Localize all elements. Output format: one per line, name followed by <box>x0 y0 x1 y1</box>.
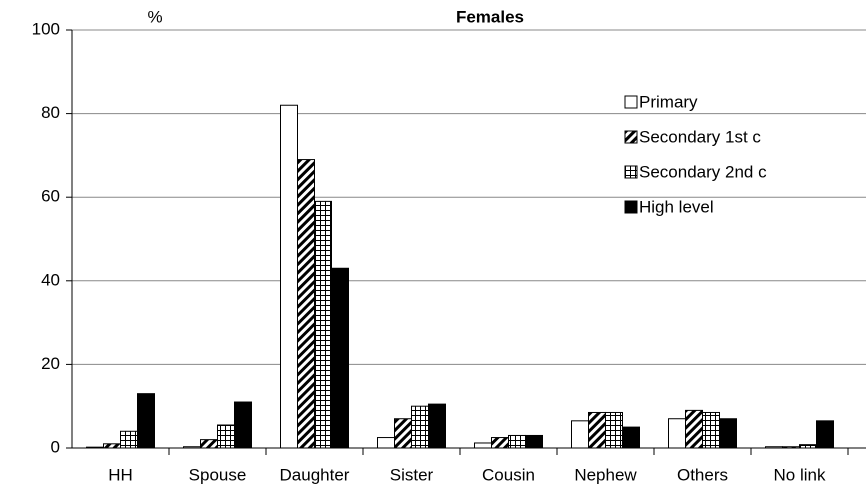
bar <box>183 446 201 449</box>
bar <box>103 443 121 449</box>
y-tick-label: 0 <box>51 437 60 456</box>
chart-title: Females <box>456 7 524 26</box>
x-tick-label: Daughter <box>280 465 350 484</box>
legend-label: Secondary 2nd c <box>639 162 767 181</box>
bar <box>702 411 720 449</box>
bar <box>377 437 395 449</box>
x-tick-label: Others <box>677 465 728 484</box>
legend-label: Primary <box>639 92 698 111</box>
y-tick-label: 80 <box>41 103 60 122</box>
bar <box>86 446 104 449</box>
bar <box>491 437 509 449</box>
bar <box>137 393 155 449</box>
bar <box>411 405 429 449</box>
bar <box>668 418 686 449</box>
y-tick-label: 60 <box>41 187 60 206</box>
legend-swatch <box>624 165 638 179</box>
x-tick-label: Sister <box>390 465 434 484</box>
legend-swatch <box>624 130 638 144</box>
bar <box>234 401 252 449</box>
y-tick-label: 100 <box>32 19 60 38</box>
bar <box>428 403 446 449</box>
legend-swatch <box>624 200 638 214</box>
bar <box>508 434 526 449</box>
bar <box>525 434 543 449</box>
bar <box>217 424 235 449</box>
bar <box>394 418 412 449</box>
bar <box>622 426 640 449</box>
x-tick-label: HH <box>108 465 133 484</box>
legend-label: High level <box>639 197 714 216</box>
bar <box>605 411 623 449</box>
bar <box>588 411 606 449</box>
x-tick-label: Spouse <box>189 465 247 484</box>
bar <box>685 409 703 449</box>
bar <box>280 104 298 449</box>
bar <box>200 439 218 449</box>
bar <box>297 159 315 449</box>
bar <box>782 446 800 449</box>
x-tick-label: Nephew <box>574 465 637 484</box>
bar <box>719 418 737 449</box>
legend-swatch <box>624 95 638 109</box>
x-tick-label: No link <box>774 465 826 484</box>
bar <box>314 200 332 449</box>
y-axis-label: % <box>147 7 162 26</box>
bar <box>765 446 783 449</box>
y-tick-label: 20 <box>41 354 60 373</box>
bar <box>120 430 138 449</box>
bar <box>474 442 492 449</box>
bar <box>816 420 834 449</box>
bar <box>331 267 349 449</box>
bar <box>799 444 817 449</box>
legend-label: Secondary 1st c <box>639 127 761 146</box>
x-tick-label: Cousin <box>482 465 535 484</box>
y-tick-label: 40 <box>41 270 60 289</box>
bar <box>571 420 589 449</box>
